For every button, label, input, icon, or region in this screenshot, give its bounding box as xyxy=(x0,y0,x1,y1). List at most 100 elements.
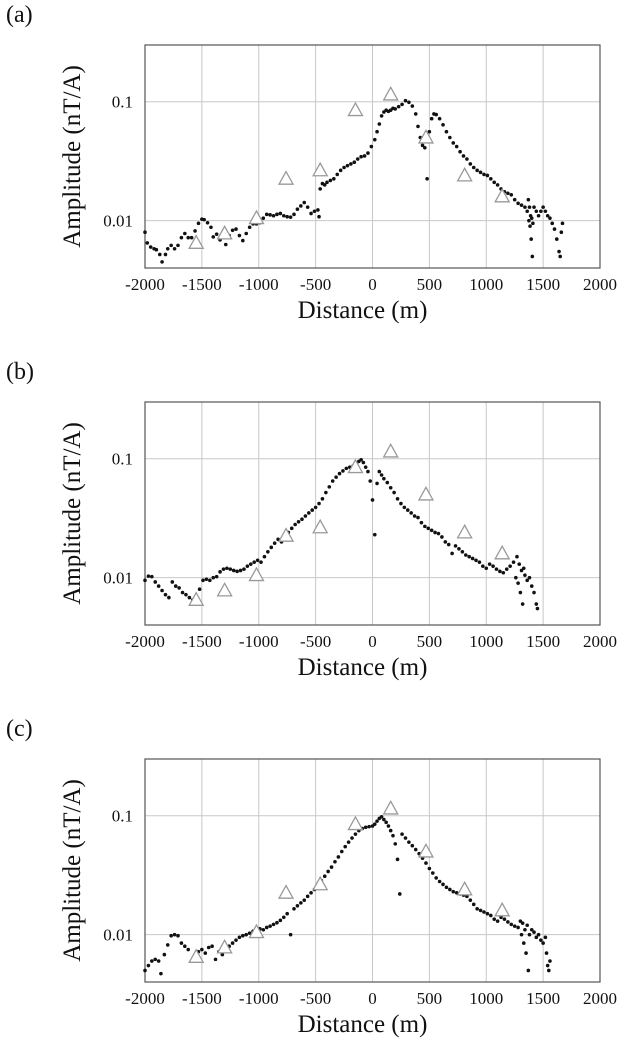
data-point xyxy=(325,180,329,185)
triangle-marker xyxy=(188,234,205,249)
data-point xyxy=(204,577,209,582)
data-point xyxy=(534,602,539,606)
triangle-marker xyxy=(277,527,295,542)
data-point xyxy=(420,143,425,148)
data-point xyxy=(231,568,236,573)
data-point xyxy=(543,209,548,214)
data-point xyxy=(156,584,161,588)
data-point xyxy=(525,923,529,928)
data-point xyxy=(302,898,307,902)
data-point xyxy=(468,162,473,166)
x-tick-label: 1000 xyxy=(469,989,503,1008)
triangle-marker xyxy=(347,815,364,831)
data-point xyxy=(310,508,315,512)
triangle-marker xyxy=(188,948,205,963)
data-point xyxy=(391,833,395,838)
data-point xyxy=(425,176,429,181)
data-point xyxy=(271,213,276,218)
data-point xyxy=(395,857,400,862)
data-point xyxy=(388,485,393,490)
data-point xyxy=(292,907,296,911)
data-point xyxy=(177,586,181,590)
data-point xyxy=(529,237,533,241)
data-point xyxy=(407,840,411,844)
data-point xyxy=(312,209,317,214)
data-point xyxy=(514,575,518,580)
data-point xyxy=(489,176,493,181)
data-point xyxy=(441,882,445,887)
data-point xyxy=(489,913,493,918)
data-point xyxy=(359,154,363,159)
data-point xyxy=(531,221,535,226)
data-point xyxy=(375,481,379,486)
data-point xyxy=(268,213,272,217)
data-point xyxy=(342,165,346,170)
triangle-marker xyxy=(456,880,473,896)
data-point xyxy=(517,562,522,566)
data-point xyxy=(523,927,527,932)
data-point xyxy=(403,836,408,840)
data-point xyxy=(193,229,197,233)
data-point xyxy=(382,817,386,822)
data-point xyxy=(201,578,205,583)
data-point xyxy=(317,501,321,506)
x-tick-label: -2000 xyxy=(125,275,165,294)
data-point xyxy=(197,587,202,591)
x-axis-title: Distance (m) xyxy=(298,297,428,324)
data-point xyxy=(519,932,524,937)
data-point xyxy=(218,570,222,574)
data-point xyxy=(372,137,377,142)
data-point xyxy=(498,569,502,574)
data-point xyxy=(179,235,184,240)
data-point xyxy=(163,592,168,597)
plot-frame xyxy=(144,401,601,626)
data-point xyxy=(412,514,417,518)
data-point xyxy=(409,511,413,515)
data-point xyxy=(336,855,341,859)
data-point xyxy=(208,578,212,583)
data-point xyxy=(508,564,512,568)
data-point xyxy=(460,550,465,554)
data-point xyxy=(337,471,342,476)
x-tick-label: 500 xyxy=(417,632,443,651)
data-point xyxy=(299,204,303,208)
data-point xyxy=(448,887,452,892)
data-point xyxy=(512,197,517,202)
data-point xyxy=(196,221,201,226)
data-point xyxy=(230,941,235,945)
data-point xyxy=(206,945,211,950)
triangle-marker xyxy=(494,544,511,560)
data-point xyxy=(400,102,404,107)
data-point xyxy=(165,247,170,251)
data-point xyxy=(303,514,308,518)
data-point xyxy=(434,112,439,117)
data-point xyxy=(209,225,213,230)
triangle-marker xyxy=(216,938,233,954)
data-point xyxy=(281,213,286,218)
data-point xyxy=(377,469,382,474)
data-point xyxy=(150,574,154,579)
data-point xyxy=(410,104,415,108)
data-point xyxy=(172,932,177,937)
data-point xyxy=(429,528,434,533)
triangle-marker xyxy=(312,161,329,177)
data-point xyxy=(478,170,483,175)
plot-frame xyxy=(144,758,601,983)
data-point xyxy=(305,894,310,899)
data-point xyxy=(238,568,243,573)
data-point xyxy=(436,531,441,536)
x-tick-label: -2000 xyxy=(125,632,165,651)
data-point xyxy=(307,511,311,515)
triangle-marker xyxy=(216,224,233,240)
data-point xyxy=(532,930,536,934)
data-point xyxy=(154,247,159,252)
x-tick-label: -1000 xyxy=(239,632,279,651)
data-point xyxy=(558,254,562,259)
data-point xyxy=(519,203,524,207)
data-point xyxy=(235,569,239,574)
data-point xyxy=(448,135,452,140)
data-point xyxy=(247,225,252,230)
data-point xyxy=(384,820,388,825)
data-point xyxy=(475,907,479,911)
data-point xyxy=(423,145,427,150)
